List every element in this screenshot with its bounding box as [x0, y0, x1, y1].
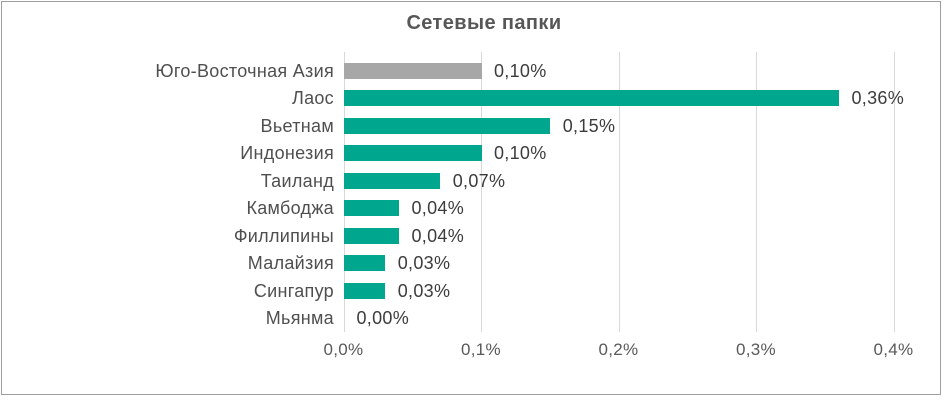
category-label: Вьетнам: [260, 115, 334, 136]
value-label: 0,36%: [851, 88, 905, 108]
gridline: [756, 52, 757, 332]
category-label: Филлипины: [233, 225, 334, 246]
value-label: 0,03%: [397, 253, 451, 273]
gridline: [618, 52, 620, 332]
category-label: Мьянма: [265, 308, 334, 328]
value-label: 0,00%: [356, 308, 410, 328]
value-label: 0,07%: [452, 170, 506, 191]
value-label: 0,04%: [411, 225, 465, 246]
gridline: [893, 52, 895, 332]
value-label: 0,03%: [397, 280, 451, 301]
category-label: Камбоджа: [246, 198, 334, 218]
value-label: 0,10%: [494, 143, 547, 163]
category-label: Лаос: [291, 88, 334, 108]
bar: [344, 255, 386, 271]
category-label: Малайзия: [247, 253, 334, 273]
x-axis-tick-label: 0,3%: [736, 340, 776, 359]
category-label: Сингапур: [253, 280, 334, 301]
x-axis-tick-label: 0,4%: [873, 340, 914, 359]
category-label: Таиланд: [260, 170, 334, 191]
bar: [344, 145, 482, 161]
x-axis-tick-label: 0,1%: [461, 340, 501, 359]
gridline: [343, 52, 345, 332]
value-label: 0,10%: [494, 60, 547, 81]
value-label: 0,04%: [411, 198, 465, 218]
bar: [344, 172, 441, 189]
category-label: Индонезия: [240, 143, 334, 163]
value-label: 0,15%: [562, 115, 616, 136]
category-label: Юго-Восточная Азия: [155, 60, 334, 81]
chart-title: Сетевые папки: [406, 12, 562, 34]
bar: [344, 117, 551, 134]
bar: [344, 282, 386, 299]
bar: [344, 90, 839, 106]
bar: [344, 227, 399, 244]
gridline: [481, 52, 482, 332]
x-axis-tick-label: 0,2%: [598, 340, 639, 359]
bar: [344, 200, 399, 216]
bar: [344, 62, 482, 79]
x-axis-tick-label: 0,0%: [323, 340, 364, 359]
